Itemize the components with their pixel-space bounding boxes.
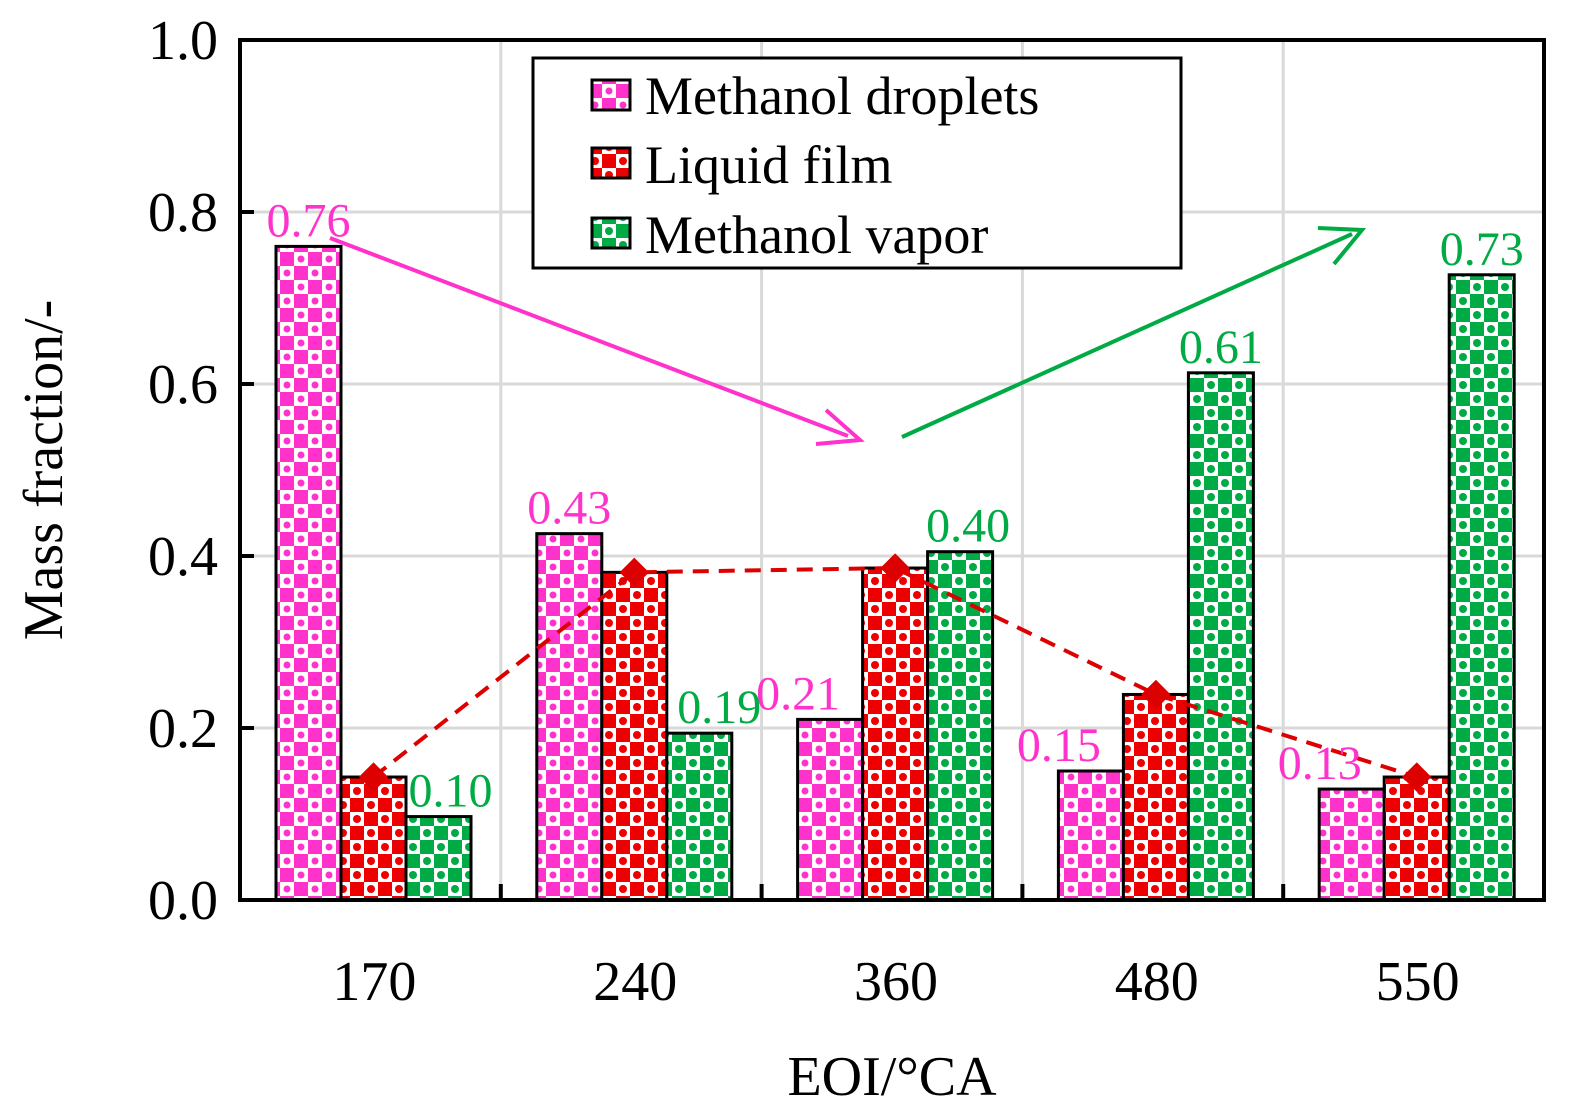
- data-label-methanol-droplets: 0.21: [756, 667, 840, 720]
- data-label-methanol-droplets: 0.43: [527, 482, 611, 535]
- legend-swatch-vapor: [590, 216, 632, 250]
- plot-frame: [238, 38, 1546, 902]
- trend-arrows: [329, 226, 1367, 446]
- trend-marker: [358, 762, 389, 792]
- data-label-methanol-vapor: 0.10: [409, 765, 493, 818]
- y-tick-label: 0.6: [148, 354, 218, 416]
- x-tick-label: 240: [593, 951, 677, 1013]
- data-label-methanol-vapor: 0.19: [677, 681, 761, 734]
- axis-ticks: 0.0 0.2 0.4 0.6 0.8 1.0 170 240 360 480 550: [148, 10, 1460, 1013]
- bar-methanol-vapor: [926, 550, 995, 902]
- data-label-methanol-droplets: 0.15: [1017, 719, 1101, 772]
- legend: Methanol droplets Liquid film Methanol v…: [531, 56, 1183, 270]
- legend-swatch-liquid-film: [590, 146, 632, 180]
- bar-methanol-droplets: [274, 244, 343, 902]
- y-tick-label: 1.0: [148, 10, 218, 72]
- y-tick-label: 0.0: [148, 870, 218, 932]
- bar-methanol-vapor: [1186, 371, 1255, 902]
- bar-methanol-droplets: [1056, 769, 1125, 902]
- bar-liquid-film: [1382, 775, 1451, 902]
- data-label-methanol-droplets: 0.13: [1278, 737, 1362, 790]
- x-tick-label: 170: [332, 951, 416, 1013]
- y-tick-label: 0.2: [148, 698, 218, 760]
- bar-methanol-droplets: [535, 532, 604, 902]
- bar-methanol-vapor: [665, 731, 734, 902]
- x-axis-title: EOI/°CA: [787, 1046, 997, 1108]
- bars: [274, 244, 1516, 902]
- x-tick-label: 550: [1376, 951, 1460, 1013]
- bar-methanol-vapor: [404, 815, 473, 902]
- bar-methanol-droplets: [1317, 787, 1386, 902]
- trend-marker: [1401, 762, 1432, 792]
- y-tick-label: 0.8: [148, 182, 218, 244]
- bar-liquid-film: [861, 566, 930, 902]
- legend-label-droplets: Methanol droplets: [645, 66, 1039, 126]
- trend-marker: [619, 557, 650, 588]
- vapor-increase-arrow: [901, 232, 1353, 439]
- data-labels: 0.760.430.210.15 0.130.100.190.400.610.73: [267, 194, 1524, 817]
- x-tick-label: 360: [854, 951, 938, 1013]
- x-tick-label: 480: [1115, 951, 1199, 1013]
- bar-methanol-droplets: [796, 717, 865, 902]
- y-axis-title: Mass fraction/-: [13, 300, 75, 641]
- y-tick-label: 0.4: [148, 526, 218, 588]
- data-label-methanol-vapor: 0.40: [926, 500, 1010, 553]
- legend-label-vapor: Methanol vapor: [645, 205, 988, 265]
- legend-box: [531, 56, 1183, 270]
- droplets-decrease-arrow: [329, 236, 849, 438]
- trend-marker: [880, 553, 910, 583]
- vapor-increase-arrowhead: [1317, 226, 1367, 266]
- data-label-methanol-vapor: 0.73: [1440, 223, 1524, 276]
- bar-liquid-film: [339, 775, 408, 902]
- legend-label-liquid-film: Liquid film: [645, 135, 892, 195]
- bar-liquid-film: [1121, 692, 1190, 902]
- trend-line: [372, 566, 1418, 779]
- trend-marker: [1141, 679, 1171, 710]
- bar-liquid-film: [600, 570, 669, 902]
- bar-methanol-vapor: [1447, 273, 1516, 902]
- droplets-decrease-arrowhead: [815, 408, 865, 446]
- liquid-film-trend-line: [358, 553, 1432, 792]
- legend-swatch-droplets: [590, 78, 632, 112]
- data-label-methanol-vapor: 0.61: [1179, 321, 1263, 374]
